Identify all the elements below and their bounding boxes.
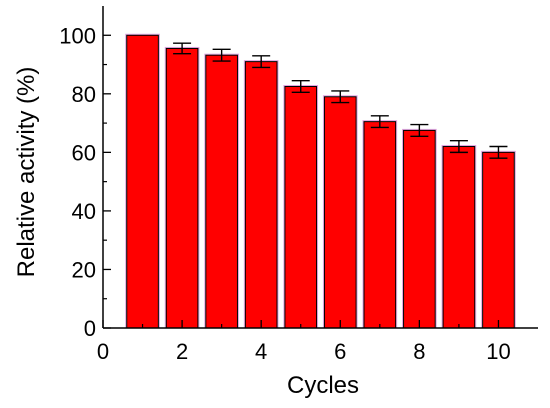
x-axis-title: Cycles xyxy=(287,372,359,399)
plot-area xyxy=(125,33,516,329)
y-tick-label-60: 60 xyxy=(72,140,96,165)
x-tick-label-8: 8 xyxy=(413,339,425,364)
x-tick-label-10: 10 xyxy=(486,339,510,364)
bar-cycle-10 xyxy=(482,151,515,329)
bar-cycle-1 xyxy=(126,34,159,329)
bar-cycle-6 xyxy=(323,96,357,329)
bar-cycle-8 xyxy=(403,129,436,329)
x-tick-label-4: 4 xyxy=(255,339,267,364)
y-tick-label-80: 80 xyxy=(72,82,96,107)
y-tick-label-20: 20 xyxy=(72,257,96,282)
x-tick-label-6: 6 xyxy=(334,339,346,364)
x-tick-label-0: 0 xyxy=(97,339,109,364)
bar-cycle-7 xyxy=(363,121,397,329)
tick-labels: 0 20 40 60 80 100 0 2 4 6 8 10 xyxy=(59,23,510,364)
axes xyxy=(102,6,538,329)
y-tick-label-100: 100 xyxy=(59,23,96,48)
y-axis-title: Relative activity (%) xyxy=(13,67,40,278)
bar-cycle-2 xyxy=(165,47,199,329)
y-tick-label-40: 40 xyxy=(72,199,96,224)
bar-cycle-9 xyxy=(442,146,476,329)
x-tick-label-2: 2 xyxy=(176,339,188,364)
y-tick-label-0: 0 xyxy=(84,316,96,341)
bar-cycle-3 xyxy=(205,54,238,329)
bar-cycle-4 xyxy=(244,61,278,329)
bar-cycle-5 xyxy=(284,86,318,329)
